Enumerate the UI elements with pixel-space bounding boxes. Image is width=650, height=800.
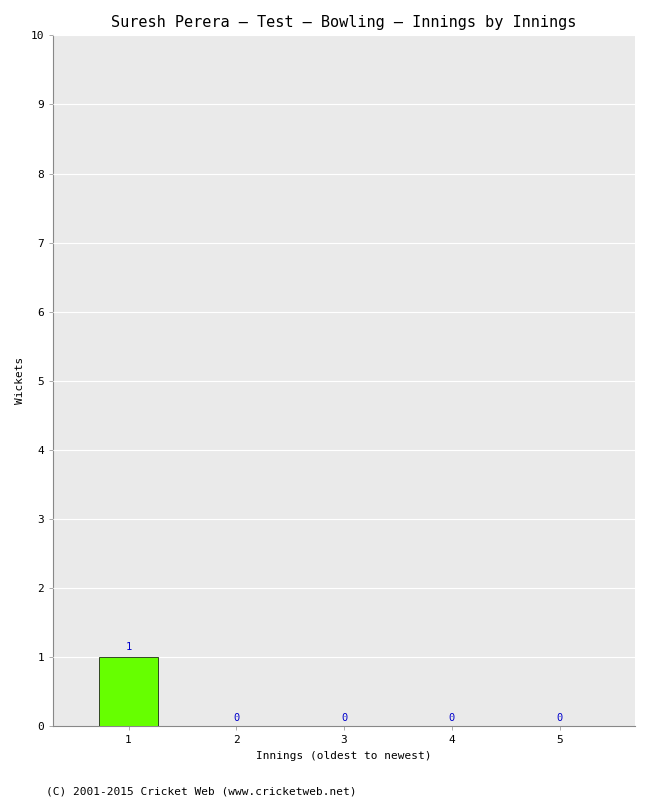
Text: (C) 2001-2015 Cricket Web (www.cricketweb.net): (C) 2001-2015 Cricket Web (www.cricketwe… — [46, 786, 356, 796]
Text: 0: 0 — [448, 713, 455, 723]
Bar — [99, 658, 158, 726]
Title: Suresh Perera – Test – Bowling – Innings by Innings: Suresh Perera – Test – Bowling – Innings… — [111, 15, 577, 30]
Text: 0: 0 — [556, 713, 563, 723]
X-axis label: Innings (oldest to newest): Innings (oldest to newest) — [256, 751, 432, 761]
Text: 0: 0 — [233, 713, 239, 723]
Text: 1: 1 — [125, 642, 132, 652]
Y-axis label: Wickets: Wickets — [15, 358, 25, 405]
Text: 0: 0 — [341, 713, 347, 723]
